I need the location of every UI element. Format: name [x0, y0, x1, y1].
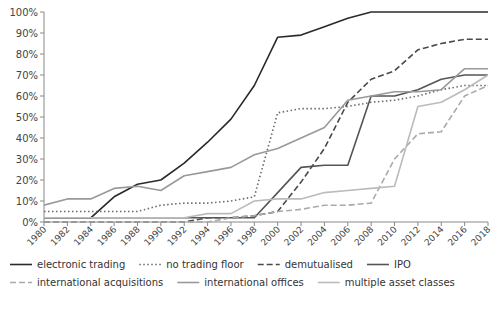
y-tick [40, 180, 44, 181]
legend-label: international offices [204, 277, 303, 288]
x-tick-label: 1996 [212, 224, 235, 247]
legend-item: international acquisitions [10, 277, 163, 288]
chart: 0%10%20%30%40%50%60%70%80%90%100%1980198… [0, 0, 500, 314]
y-tick-label: 90% [16, 28, 38, 39]
x-tick [417, 222, 418, 226]
legend-label: IPO [394, 259, 411, 270]
x-tick-label: 2016 [446, 224, 469, 247]
legend-item: IPO [367, 259, 411, 270]
y-tick-label: 40% [16, 133, 38, 144]
legend-item: no trading floor [139, 259, 244, 270]
series-line [44, 86, 488, 212]
x-tick [230, 222, 231, 226]
plot-area [44, 12, 488, 222]
legend: electronic trading no trading floor demutu… [10, 259, 455, 288]
y-tick-label: 80% [16, 49, 38, 60]
y-tick [40, 54, 44, 55]
x-tick-label: 1994 [189, 224, 212, 247]
legend-item: international offices [177, 277, 303, 288]
y-tick [40, 33, 44, 34]
series-line [44, 39, 488, 222]
x-tick-label: 1998 [235, 224, 258, 247]
x-tick [324, 222, 325, 226]
x-tick [301, 222, 302, 226]
x-tick [114, 222, 115, 226]
x-tick [347, 222, 348, 226]
legend-swatch [258, 264, 280, 266]
y-tick [40, 12, 44, 13]
y-tick [40, 75, 44, 76]
y-tick-label: 20% [16, 175, 38, 186]
x-tick-label: 1988 [119, 224, 142, 247]
y-tick-label: 100% [9, 7, 38, 18]
x-tick-label: 2012 [399, 224, 422, 247]
y-tick [40, 201, 44, 202]
x-tick-label: 1980 [25, 224, 48, 247]
x-tick-label: 1990 [142, 224, 165, 247]
x-tick-label: 1992 [165, 224, 188, 247]
x-tick-label: 2010 [376, 224, 399, 247]
legend-swatch [367, 264, 389, 266]
legend-swatch [177, 282, 199, 284]
legend-item: electronic trading [10, 259, 125, 270]
x-tick [488, 222, 489, 226]
x-tick [441, 222, 442, 226]
y-tick [40, 138, 44, 139]
y-tick [40, 159, 44, 160]
legend-label: electronic trading [37, 259, 125, 270]
x-tick-label: 1986 [95, 224, 118, 247]
y-tick-label: 0% [22, 217, 38, 228]
legend-swatch [10, 282, 32, 284]
x-tick-label: 2008 [352, 224, 375, 247]
x-tick [464, 222, 465, 226]
legend-swatch [318, 282, 340, 284]
x-tick-label: 1982 [49, 224, 72, 247]
x-tick-label: 2014 [422, 224, 445, 247]
series-line [44, 75, 488, 218]
y-tick-label: 60% [16, 91, 38, 102]
legend-swatch [10, 264, 32, 266]
x-tick-label: 2006 [329, 224, 352, 247]
y-tick-label: 70% [16, 70, 38, 81]
legend-swatch [139, 264, 161, 266]
series-line [44, 69, 488, 206]
legend-label: no trading floor [166, 259, 244, 270]
x-tick [371, 222, 372, 226]
legend-item: demutualised [258, 259, 353, 270]
x-tick-label: 2002 [282, 224, 305, 247]
legend-label: demutualised [285, 259, 353, 270]
x-tick-label: 2000 [259, 224, 282, 247]
legend-label: multiple asset classes [345, 277, 455, 288]
x-tick [254, 222, 255, 226]
x-tick [394, 222, 395, 226]
y-tick-label: 50% [16, 112, 38, 123]
x-tick-label: 2004 [306, 224, 329, 247]
legend-item: multiple asset classes [318, 277, 455, 288]
series-line [44, 75, 488, 218]
y-tick-label: 30% [16, 154, 38, 165]
axes: 0%10%20%30%40%50%60%70%80%90%100%1980198… [9, 7, 492, 248]
y-tick [40, 117, 44, 118]
x-tick-label: 1984 [72, 224, 95, 247]
legend-label: international acquisitions [37, 277, 163, 288]
y-tick [40, 222, 44, 223]
y-tick-label: 10% [16, 196, 38, 207]
x-tick-label: 2018 [469, 224, 492, 247]
x-tick [277, 222, 278, 226]
series-line [44, 12, 488, 218]
y-tick [40, 96, 44, 97]
